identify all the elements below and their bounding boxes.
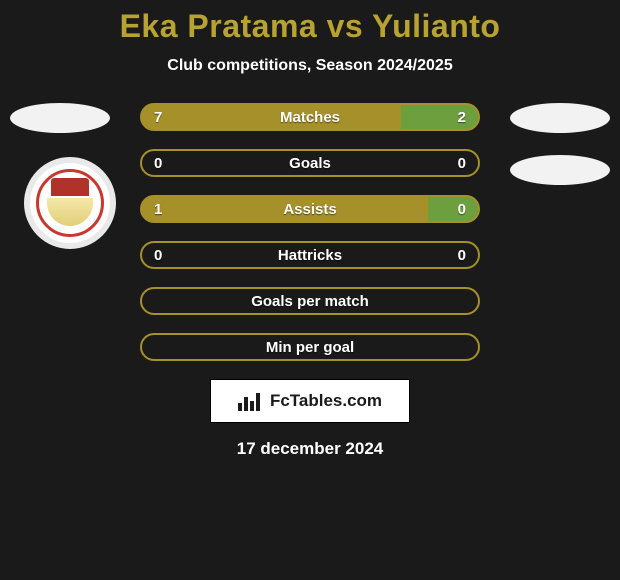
- stat-label: Matches: [142, 109, 478, 126]
- stat-label: Hattricks: [142, 247, 478, 264]
- stat-label: Goals per match: [142, 293, 478, 310]
- stat-row: 72Matches: [140, 103, 480, 131]
- page-title: Eka Pratama vs Yulianto: [0, 8, 620, 45]
- stat-row: 10Assists: [140, 195, 480, 223]
- player-photo-left: [10, 103, 110, 133]
- fctables-icon: [238, 391, 264, 411]
- club-badge-right: [510, 155, 610, 185]
- site-label: FcTables.com: [270, 391, 382, 411]
- stat-row: Min per goal: [140, 333, 480, 361]
- date-label: 17 december 2024: [0, 439, 620, 459]
- psm-logo-icon: [36, 169, 104, 237]
- stat-row: 00Goals: [140, 149, 480, 177]
- stats-bars: 72Matches 00Goals 10Assists 00Hattricks Goal…: [140, 103, 480, 361]
- main-area: 72Matches 00Goals 10Assists 00Hattricks Goal…: [0, 103, 620, 459]
- subtitle: Club competitions, Season 2024/2025: [0, 57, 620, 75]
- stat-row: Goals per match: [140, 287, 480, 315]
- site-attribution[interactable]: FcTables.com: [210, 379, 410, 423]
- stat-label: Goals: [142, 155, 478, 172]
- stat-row: 00Hattricks: [140, 241, 480, 269]
- comparison-widget: Eka Pratama vs Yulianto Club competition…: [0, 0, 620, 459]
- stat-label: Min per goal: [142, 339, 478, 356]
- club-badge-left: [24, 157, 116, 249]
- stat-label: Assists: [142, 201, 478, 218]
- player-photo-right: [510, 103, 610, 133]
